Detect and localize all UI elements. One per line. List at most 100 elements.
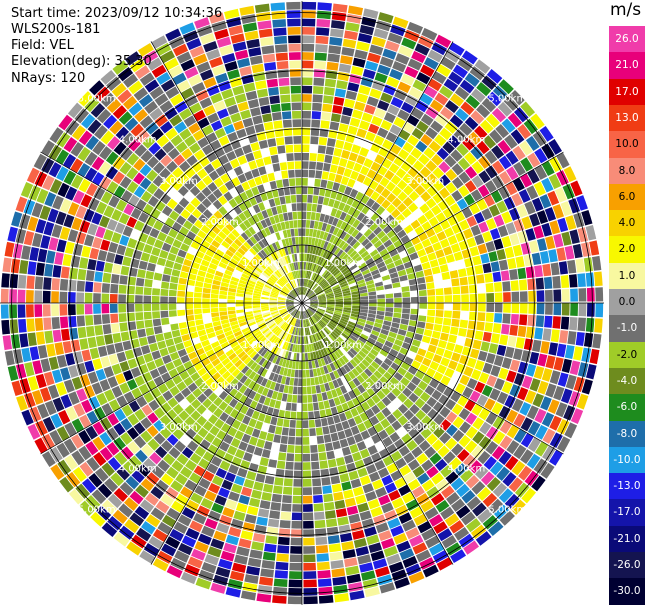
- ppi-gate: [468, 284, 478, 294]
- ppi-gate: [413, 433, 425, 446]
- ppi-gate: [367, 364, 377, 374]
- ppi-gate: [342, 290, 351, 295]
- ppi-gate: [492, 323, 502, 334]
- ppi-gate: [126, 541, 143, 556]
- ppi-gate: [381, 274, 391, 281]
- ppi-gate: [194, 377, 205, 387]
- colorbar-segment: [609, 473, 645, 500]
- ppi-gate: [240, 109, 252, 120]
- ppi-gate: [302, 10, 316, 19]
- colorbar-segment: [609, 552, 645, 579]
- ppi-gate: [364, 323, 374, 330]
- ppi-gate: [204, 554, 220, 566]
- ppi-gate: [350, 288, 359, 293]
- ppi-gate: [153, 272, 163, 281]
- ppi-gate: [128, 194, 140, 207]
- ppi-gate: [443, 386, 454, 398]
- ppi-gate: [352, 529, 365, 540]
- ppi-gate: [470, 224, 481, 236]
- ppi-gate: [451, 352, 461, 363]
- ppi-gate: [343, 168, 353, 178]
- ppi-gate: [355, 276, 364, 282]
- ppi-gate: [453, 251, 464, 261]
- ppi-gate: [520, 433, 534, 448]
- ppi-gate: [279, 340, 285, 349]
- colorbar-tick-label: -21.0: [613, 532, 641, 545]
- ppi-gate: [500, 270, 510, 281]
- ppi-gate: [243, 329, 252, 337]
- range-ring-label: 3.00km: [160, 176, 198, 187]
- ppi-gate: [223, 326, 232, 333]
- ppi-gate: [179, 398, 190, 410]
- ppi-gate: [276, 222, 283, 232]
- ppi-gate: [126, 285, 136, 295]
- ppi-gate: [270, 291, 279, 296]
- ppi-gate: [351, 290, 360, 295]
- ppi-gate: [175, 473, 188, 486]
- ppi-gate: [536, 238, 548, 252]
- ppi-gate: [157, 231, 168, 242]
- ppi-gate: [245, 313, 254, 318]
- ppi-gate: [287, 212, 293, 221]
- ppi-gate: [230, 276, 240, 283]
- ppi-gate: [71, 174, 84, 189]
- ppi-gate: [227, 291, 236, 296]
- ppi-gate: [277, 145, 286, 154]
- ppi-gate: [360, 306, 369, 310]
- ppi-gate: [452, 64, 468, 79]
- ppi-gate: [361, 112, 373, 123]
- ppi-gate: [552, 275, 561, 289]
- ppi-gate: [343, 233, 351, 242]
- ppi-gate: [56, 442, 70, 458]
- ppi-gate: [288, 169, 295, 178]
- ppi-gate: [394, 89, 408, 101]
- ppi-gate: [283, 187, 291, 196]
- ppi-gate: [331, 568, 346, 578]
- ppi-gate: [252, 298, 261, 301]
- ppi-gate: [323, 214, 330, 224]
- ppi-gate: [166, 507, 181, 521]
- ppi-gate: [263, 200, 271, 210]
- ppi-gate: [544, 289, 553, 302]
- ppi-gate: [328, 45, 342, 55]
- ppi-gate: [255, 355, 263, 364]
- ppi-gate: [456, 198, 468, 210]
- ppi-gate: [374, 72, 388, 84]
- ppi-gate: [314, 419, 322, 428]
- ppi-gate: [288, 307, 296, 313]
- ppi-gate: [178, 197, 190, 208]
- ppi-gate: [328, 172, 336, 182]
- ppi-gate: [37, 248, 48, 263]
- ppi-gate: [373, 322, 383, 329]
- ppi-gate: [316, 291, 325, 297]
- ppi-gate: [259, 457, 269, 467]
- ppi-gate: [202, 209, 213, 219]
- ppi-gate: [80, 113, 96, 129]
- ppi-gate: [485, 352, 496, 364]
- ppi-gate: [311, 111, 322, 120]
- ppi-gate: [445, 254, 455, 264]
- ppi-gate: [71, 450, 85, 466]
- ppi-gate: [389, 272, 399, 279]
- ppi-gate: [295, 279, 299, 287]
- ppi-gate: [288, 293, 296, 299]
- ppi-gate: [374, 257, 384, 265]
- ppi-gate: [238, 384, 248, 394]
- ppi-gate: [326, 355, 333, 364]
- ppi-gate: [282, 486, 293, 495]
- ppi-gate: [271, 274, 279, 281]
- ppi-gate: [404, 94, 418, 107]
- ppi-gate: [330, 475, 341, 485]
- ppi-gate: [492, 160, 505, 175]
- ppi-gate: [296, 353, 300, 361]
- ppi-gate: [295, 178, 302, 186]
- ppi-gate: [238, 441, 248, 452]
- ppi-gate: [397, 81, 411, 94]
- ppi-gate: [173, 154, 186, 166]
- ppi-gate: [271, 442, 280, 452]
- ppi-gate: [175, 141, 188, 154]
- ppi-gate: [302, 110, 312, 119]
- ppi-gate: [319, 366, 326, 376]
- ppi-gate: [241, 486, 253, 497]
- ppi-gate: [11, 380, 23, 397]
